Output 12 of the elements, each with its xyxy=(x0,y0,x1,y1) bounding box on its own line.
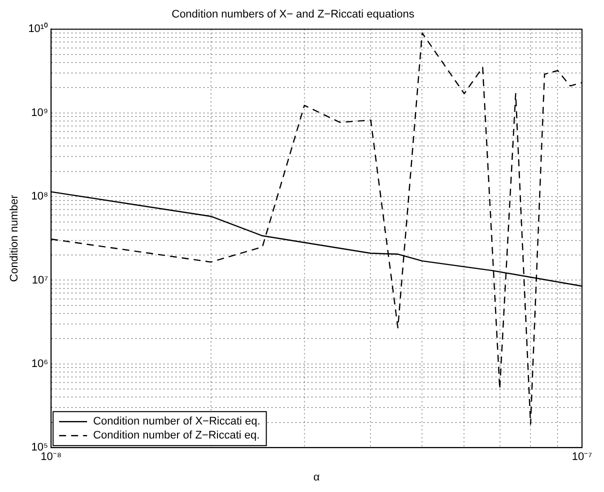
legend-label: Condition number of Z−Riccati eq. xyxy=(93,430,260,442)
x-tick-label: 10⁻⁷ xyxy=(572,451,592,464)
y-tick-label: 10⁸ xyxy=(31,190,48,203)
y-tick-label: 10⁹ xyxy=(31,106,48,119)
y-tick-label: 10⁶ xyxy=(31,358,48,370)
legend-label: Condition number of X−Riccati eq. xyxy=(93,416,260,428)
y-tick-label: 10⁷ xyxy=(32,274,48,286)
y-axis-title: Condition number xyxy=(8,194,21,282)
chart-title: Condition numbers of X− and Z−Riccati equations xyxy=(172,8,415,21)
x-axis-title: α xyxy=(313,471,320,484)
y-tick-label: 10¹⁰ xyxy=(28,22,48,36)
x-tick-label: 10⁻⁸ xyxy=(40,451,62,464)
